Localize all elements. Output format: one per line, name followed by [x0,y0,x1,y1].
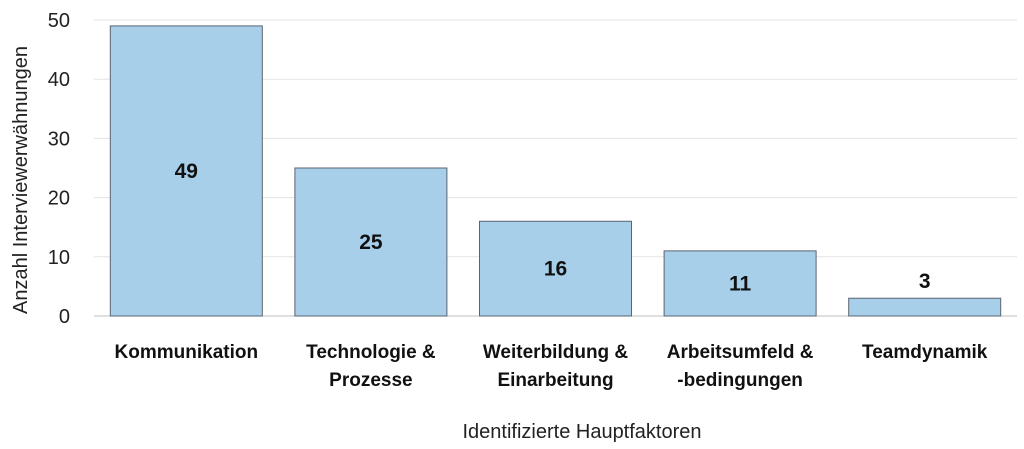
data-label: 3 [919,270,931,293]
category-label: Weiterbildung & [483,342,629,363]
y-tick-label: 10 [48,247,70,269]
bar [663,250,817,317]
category-label: Prozesse [329,370,412,391]
data-labels: 49 25 16 11 3 [175,160,931,295]
bars [109,25,1002,317]
y-tick-label: 30 [48,128,70,150]
y-tick-label: 20 [48,188,70,210]
x-axis-title: Identifizierte Hauptfaktoren [462,421,701,443]
y-tick-label: 40 [48,69,70,91]
bar [479,220,632,317]
data-label: 11 [729,272,752,295]
category-label: Teamdynamik [862,342,988,363]
category-label: Kommunikation [115,342,259,363]
y-tick-label: 0 [59,306,70,328]
category-label: Einarbeitung [497,370,613,391]
data-label: 49 [175,160,198,183]
category-label: Technologie & [306,342,436,363]
data-label: 25 [359,231,383,254]
category-labels: Kommunikation Technologie & Prozesse Weiter… [115,342,988,391]
bar [848,297,1002,317]
category-label: Arbeitsumfeld & [667,342,814,363]
category-label: -bedingungen [677,370,803,391]
y-tick-labels: 0 10 20 30 40 50 [48,10,70,328]
y-tick-label: 50 [48,10,70,32]
data-label: 16 [544,258,567,281]
bar [294,167,448,317]
y-axis-title: Anzahl Interviewerwähnungen [10,46,32,314]
bar [109,25,263,317]
